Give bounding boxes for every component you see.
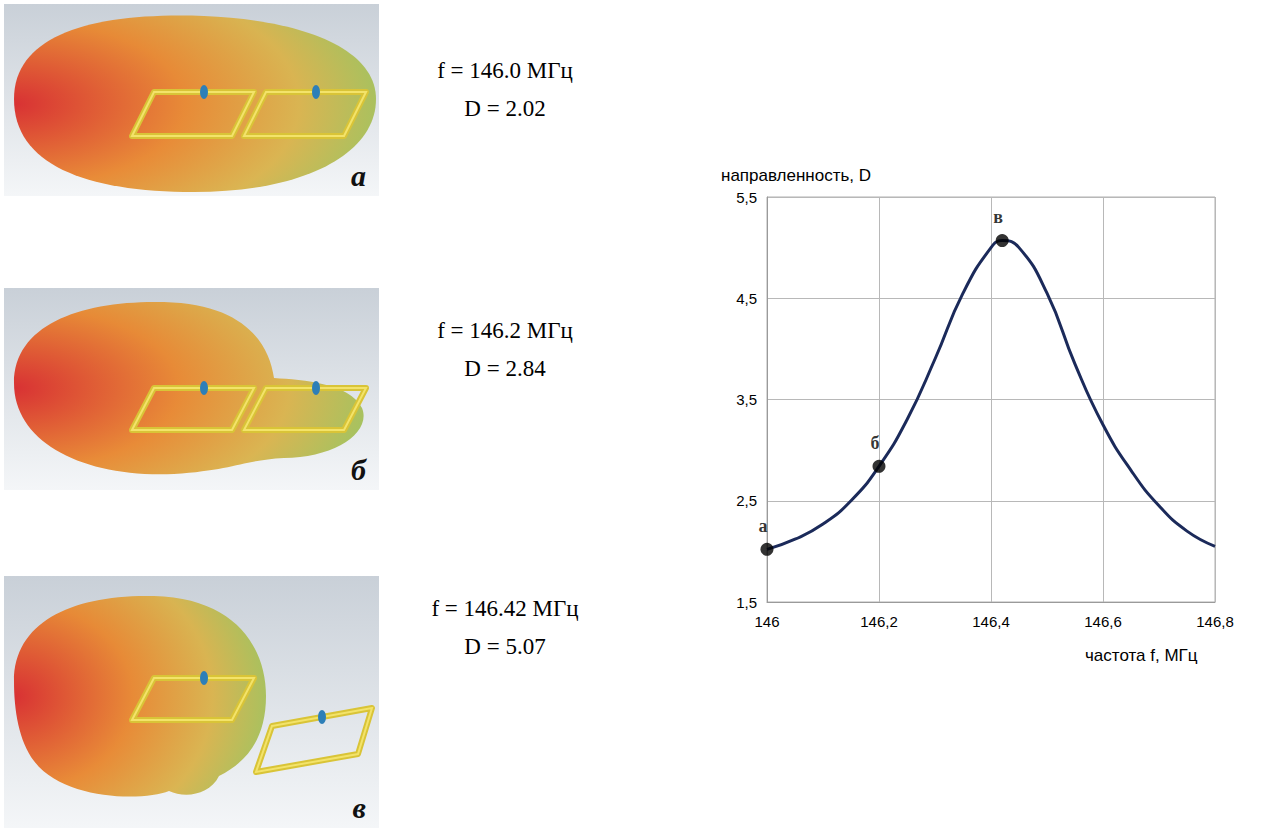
html-text:f = 146.0 МГц: f = 146.0 МГц bbox=[437, 58, 573, 83]
svg-text:146,8: 146,8 bbox=[1196, 613, 1234, 630]
svg-text:направленность, D: направленность, D bbox=[721, 166, 871, 185]
svg-text:в: в bbox=[353, 791, 366, 824]
svg-text:1,5: 1,5 bbox=[736, 594, 757, 611]
svg-text:б: б bbox=[871, 433, 880, 453]
svg-text:146,4: 146,4 bbox=[972, 613, 1010, 630]
svg-text:2,5: 2,5 bbox=[736, 492, 757, 509]
svg-text:в: в bbox=[993, 207, 1003, 227]
svg-text:146,2: 146,2 bbox=[860, 613, 898, 630]
svg-text:4,5: 4,5 bbox=[736, 290, 757, 307]
svg-text:частота f, МГц: частота f, МГц bbox=[1085, 646, 1198, 665]
html-text:f = 146.2 МГц: f = 146.2 МГц bbox=[437, 318, 573, 343]
svg-text:146,6: 146,6 bbox=[1084, 613, 1122, 630]
svg-text:146: 146 bbox=[754, 613, 779, 630]
html-text:D = 5.07: D = 5.07 bbox=[464, 634, 546, 659]
svg-text:б: б bbox=[351, 453, 367, 486]
html-text:D = 2.02: D = 2.02 bbox=[464, 96, 546, 121]
html-text:D = 2.84: D = 2.84 bbox=[464, 356, 546, 381]
svg-text:3,5: 3,5 bbox=[736, 391, 757, 408]
svg-text:5,5: 5,5 bbox=[736, 189, 757, 206]
svg-text:а: а bbox=[759, 516, 768, 536]
html-text:f = 146.42 МГц: f = 146.42 МГц bbox=[431, 596, 579, 621]
svg-text:а: а bbox=[351, 159, 366, 192]
